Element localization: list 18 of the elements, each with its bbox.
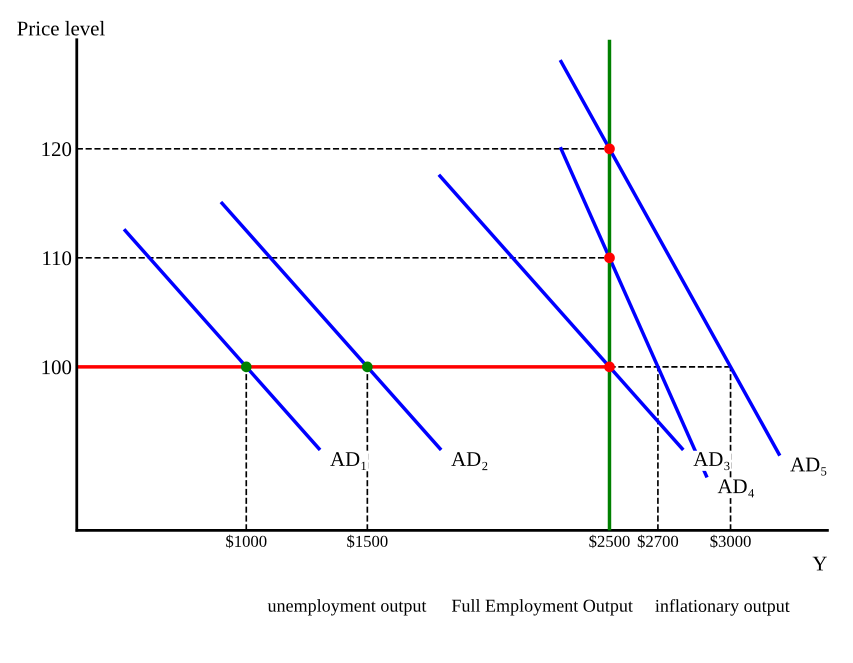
- y-tick-label: 100: [42, 360, 72, 374]
- text: unemployment output: [268, 599, 426, 616]
- text: Full Employment Output: [452, 599, 633, 616]
- x-tick-label: $3000: [710, 534, 751, 548]
- x-tick-label: $2500: [589, 534, 630, 548]
- series-label: AD₄: [718, 479, 754, 498]
- x-axis-title: Y: [812, 556, 827, 570]
- y-axis-title: Price level: [17, 20, 105, 36]
- series-label: AD₅: [790, 458, 826, 476]
- x-tick-label: $1500: [347, 534, 388, 548]
- x-tick-label: $1000: [226, 534, 266, 548]
- series-label: AD₁: [330, 452, 366, 470]
- y-tick-label: 110: [43, 251, 72, 266]
- x-tick-label: $2700: [638, 534, 678, 548]
- text: inflationary output: [655, 599, 790, 616]
- series-label: AD₃: [693, 452, 730, 470]
- y-tick-label: 120: [42, 142, 72, 156]
- series-label: AD₂: [451, 452, 488, 470]
